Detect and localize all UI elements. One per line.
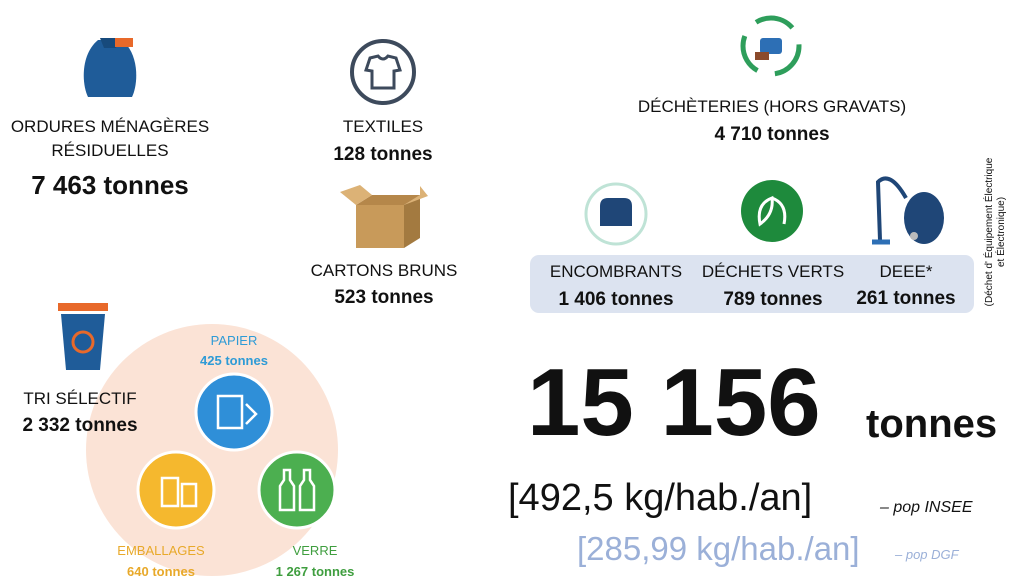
total-number: 15 156: [527, 349, 821, 456]
bag-icon: [84, 38, 137, 97]
bin-icon: [58, 303, 108, 370]
ratio-note: – pop INSEE: [879, 499, 973, 516]
dechets-verts-label: DÉCHETS VERTS: [702, 262, 844, 281]
paper-icon: [196, 374, 272, 450]
verre-label: VERRE: [293, 543, 338, 558]
cartons-amount: 523 tonnes: [334, 287, 433, 308]
infographic: ORDURES MÉNAGÈRES RÉSIDUELLES 7 463 tonn…: [0, 0, 1015, 578]
textiles-amount: 128 tonnes: [333, 144, 432, 165]
tri-label: TRI SÉLECTIF: [23, 389, 136, 408]
dechets-verts-amount: 789 tonnes: [723, 289, 822, 310]
encombrants-label: ENCOMBRANTS: [550, 262, 682, 281]
decheteries-label: DÉCHÈTERIES (HORS GRAVATS): [638, 97, 906, 116]
footnote-line: et Électronique): [994, 197, 1007, 267]
ratio-note: – pop DGF: [894, 547, 960, 562]
residual-label: ORDURES MÉNAGÈRES: [11, 117, 209, 136]
footnote: (Déchet d' Équipement Électrique et Élec…: [982, 157, 1007, 306]
leaf-icon: [741, 180, 803, 242]
papier-label: PAPIER: [211, 333, 258, 348]
emballages-label: EMBALLAGES: [117, 543, 205, 558]
decheteries-amount: 4 710 tonnes: [714, 124, 829, 145]
verre-amount: 1 267 tonnes: [276, 564, 355, 578]
residual-label: RÉSIDUELLES: [51, 141, 168, 160]
carton-icon: [340, 185, 428, 248]
page: { "residual": {"label": ["ORDURES MÉNAGÈ…: [0, 0, 1015, 578]
packaging-icon: [138, 452, 214, 528]
deee-label: DEEE*: [880, 262, 933, 281]
textile-icon: [352, 41, 414, 103]
tri-amount: 2 332 tonnes: [22, 415, 137, 436]
residual-amount: 7 463 tonnes: [31, 170, 189, 200]
textiles-label: TEXTILES: [343, 117, 423, 136]
glass-icon: [259, 452, 335, 528]
total-unit: tonnes: [866, 402, 997, 446]
recycle-icon: [743, 18, 799, 74]
emballages-amount: 640 tonnes: [127, 564, 195, 578]
ratio-value: [492,5 kg/hab./an]: [508, 477, 812, 519]
cartons-label: CARTONS BRUNS: [311, 261, 458, 280]
encombrants-amount: 1 406 tonnes: [558, 289, 673, 310]
deee-amount: 261 tonnes: [856, 288, 955, 309]
papier-amount: 425 tonnes: [200, 353, 268, 368]
ratio-value: [285,99 kg/hab./an]: [577, 530, 860, 567]
sofa-icon: [586, 184, 646, 244]
footnote-line: (Déchet d' Équipement Électrique: [982, 157, 995, 306]
vacuum-icon: [872, 178, 944, 244]
